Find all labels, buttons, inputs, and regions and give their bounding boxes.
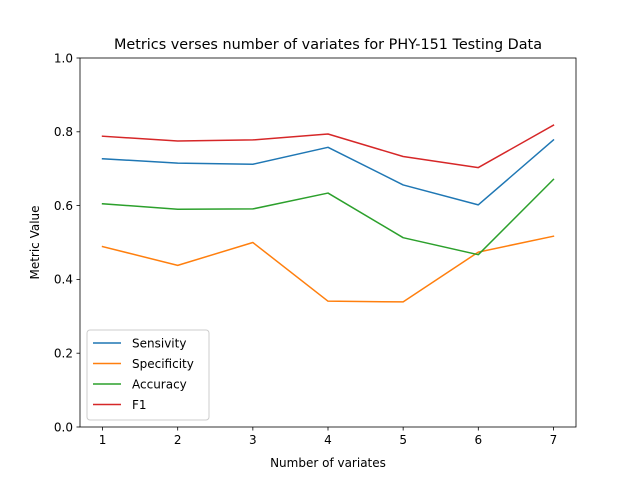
legend: Sensivity Specificity Accuracy F1 [86,329,210,421]
legend-label-f1: F1 [132,398,147,412]
x-tick-label: 6 [474,433,482,447]
legend-box [86,329,210,421]
legend-label-specificity: Specificity [132,357,194,371]
x-tick-label: 3 [249,433,257,447]
y-tick-label: 0.8 [54,125,73,139]
x-tick-label: 5 [399,433,407,447]
y-tick-label: 0.4 [54,273,73,287]
y-axis-label: Metric Value [28,205,42,279]
y-tick-label: 0.6 [54,199,73,213]
x-axis-label: Number of variates [270,456,386,470]
x-tick-label: 4 [324,433,332,447]
series-layer [101,124,555,303]
y-tick-label: 0.2 [54,347,73,361]
series-line-f1 [101,124,555,169]
y-tick-label: 1.0 [54,51,73,65]
y-tick-label: 0.0 [54,420,73,434]
x-tick-label: 1 [99,433,107,447]
series-line-accuracy [101,178,555,256]
series-line-specificity [101,235,555,303]
legend-label-sensivity: Sensivity [132,336,186,350]
axes-layer: 1 2 3 4 5 6 7 0.0 0.2 0.4 0.6 0.8 1.0 [54,51,577,447]
x-tick-label: 2 [174,433,182,447]
chart-title: Metrics verses number of variates for PH… [114,37,542,53]
legend-label-accuracy: Accuracy [132,377,187,391]
x-tick-label: 7 [550,433,558,447]
series-line-sensivity [101,138,555,206]
